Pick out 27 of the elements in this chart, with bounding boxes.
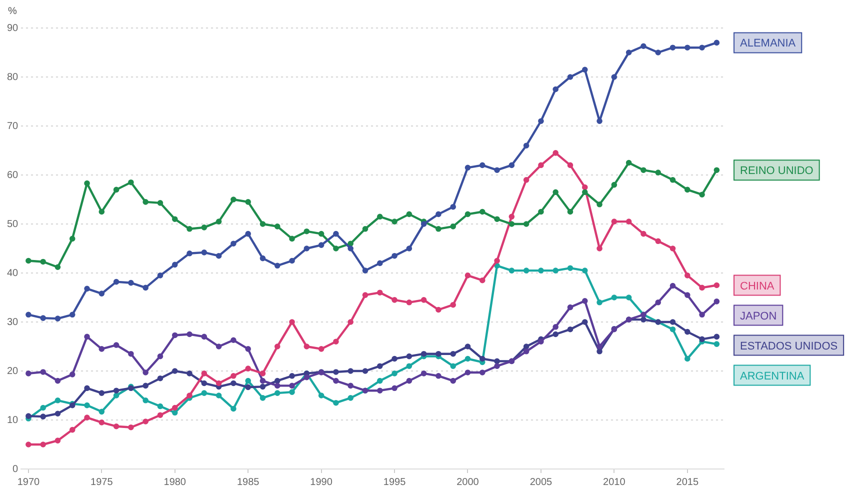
- y-tick-label: 10: [7, 414, 19, 426]
- series-label: ALEMANIA: [740, 38, 796, 50]
- y-tick-label: 70: [7, 120, 19, 132]
- y-tick-label: 40: [7, 268, 19, 279]
- y-tick-label: 0: [12, 464, 19, 475]
- x-tick-label: 1995: [383, 476, 406, 488]
- x-tick-label: 2000: [456, 476, 480, 488]
- y-tick-label: 60: [7, 170, 19, 181]
- y-tick-label: 90: [7, 22, 19, 34]
- x-tick-label: 2015: [676, 476, 699, 488]
- x-tick-label: 2005: [530, 476, 553, 488]
- y-tick-label: 80: [7, 72, 19, 83]
- x-tick-label: 1985: [236, 476, 260, 488]
- y-tick-label: 30: [7, 316, 19, 328]
- series-label: REINO UNIDO: [740, 165, 814, 178]
- series-label: CHINA: [740, 280, 775, 292]
- x-tick-label: 1970: [17, 476, 40, 488]
- text: ARGENTINA: [740, 370, 805, 382]
- x-tick-label: 1975: [90, 476, 114, 488]
- x-tick-label: 2010: [603, 476, 626, 488]
- y-axis-title: %: [8, 6, 17, 17]
- y-tick-label: 20: [7, 366, 19, 377]
- series-label: ESTADOS UNIDOS: [740, 340, 838, 352]
- text: JAPON: [740, 310, 777, 322]
- x-tick-label: 1990: [310, 476, 333, 488]
- x-tick-label: 1980: [164, 476, 186, 488]
- y-tick-label: 50: [7, 218, 19, 230]
